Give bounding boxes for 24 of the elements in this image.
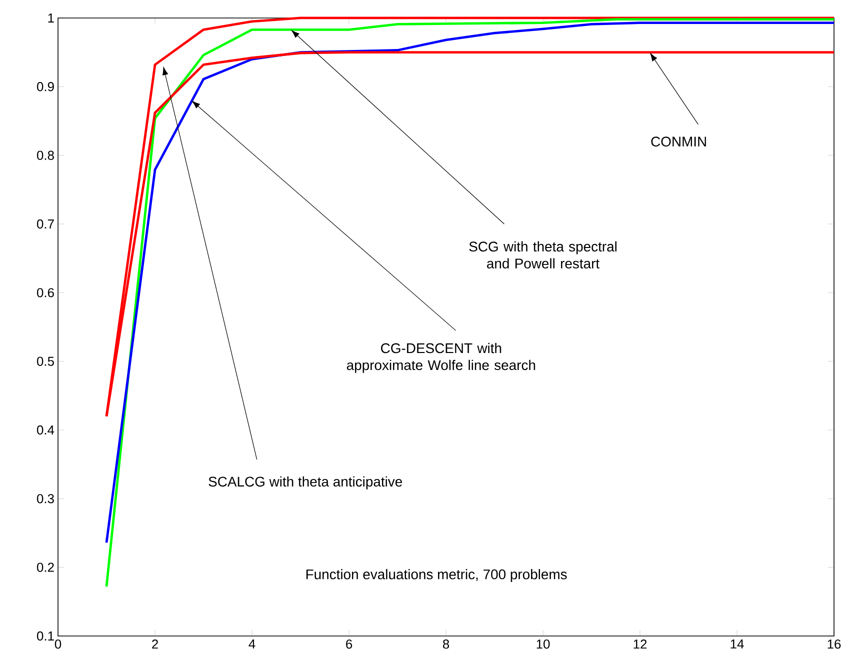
x-tick-label: 6 xyxy=(346,640,352,649)
x-tick-label: 16 xyxy=(828,640,841,649)
x-tick-label: 14 xyxy=(730,640,744,648)
x-tick-label: 12 xyxy=(634,640,647,649)
x-tick-label: 2 xyxy=(152,640,158,649)
y-tick-label: 0.3 xyxy=(36,494,54,504)
y-tick-label: 0.1 xyxy=(36,631,54,641)
x-tick-label: 8 xyxy=(442,640,450,649)
y-tick-label: 0.7 xyxy=(36,219,54,229)
y-tick-label: 0.5 xyxy=(36,356,54,366)
annotation: CG-DESCENT with approximate Wolfe line search xyxy=(346,342,536,373)
y-tick-label: 0.8 xyxy=(36,150,54,160)
annotation: SCALCG with theta anticipative xyxy=(208,476,402,490)
y-tick-label: 1 xyxy=(48,14,54,22)
y-tick-label: 0.2 xyxy=(36,562,54,572)
x-tick-label: 10 xyxy=(536,640,550,649)
annotation: CONMIN xyxy=(651,136,706,147)
annotation: SCG with theta spectral and Powell restart xyxy=(469,241,616,268)
x-tick-label: 0 xyxy=(54,640,62,649)
y-tick-label: 0.9 xyxy=(36,82,54,92)
x-tick-label: 4 xyxy=(248,640,256,648)
y-tick-label: 0.4 xyxy=(36,425,54,435)
annotation: Function evaluations metric, 700 problems xyxy=(306,569,567,582)
y-tick-label: 0.6 xyxy=(36,288,54,298)
